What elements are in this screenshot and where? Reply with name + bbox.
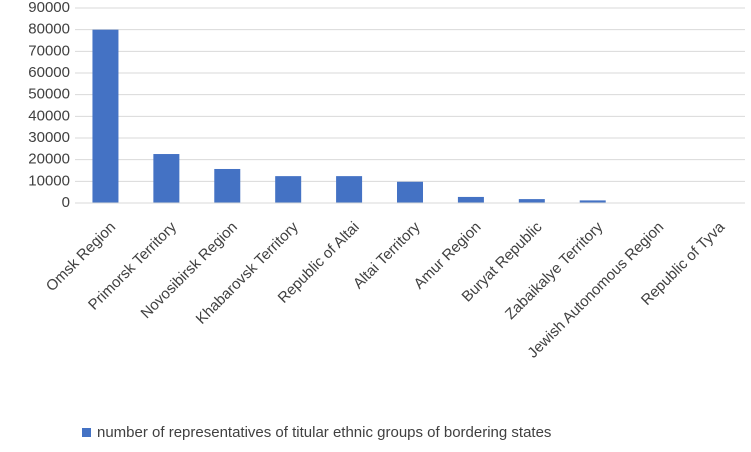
y-tick-label: 20000 [28,151,70,168]
y-tick-label: 40000 [28,107,70,124]
bar [519,199,545,203]
y-tick-label: 70000 [28,42,70,59]
bar [275,176,301,203]
bar [92,30,118,203]
bar [153,154,179,203]
bar [214,169,240,203]
bar [336,176,362,203]
legend-label: number of representatives of titular eth… [97,424,551,441]
y-tick-label: 90000 [28,0,70,16]
legend-swatch [82,428,91,437]
y-tick-label: 80000 [28,21,70,38]
bar [397,182,423,203]
y-tick-label: 10000 [28,172,70,189]
y-tick-label: 30000 [28,129,70,146]
bar [458,197,484,203]
x-tick-label: Khabarovsk Territory [193,218,302,327]
y-tick-label: 60000 [28,64,70,81]
y-tick-label: 50000 [28,86,70,103]
y-tick-label: 0 [62,194,70,211]
